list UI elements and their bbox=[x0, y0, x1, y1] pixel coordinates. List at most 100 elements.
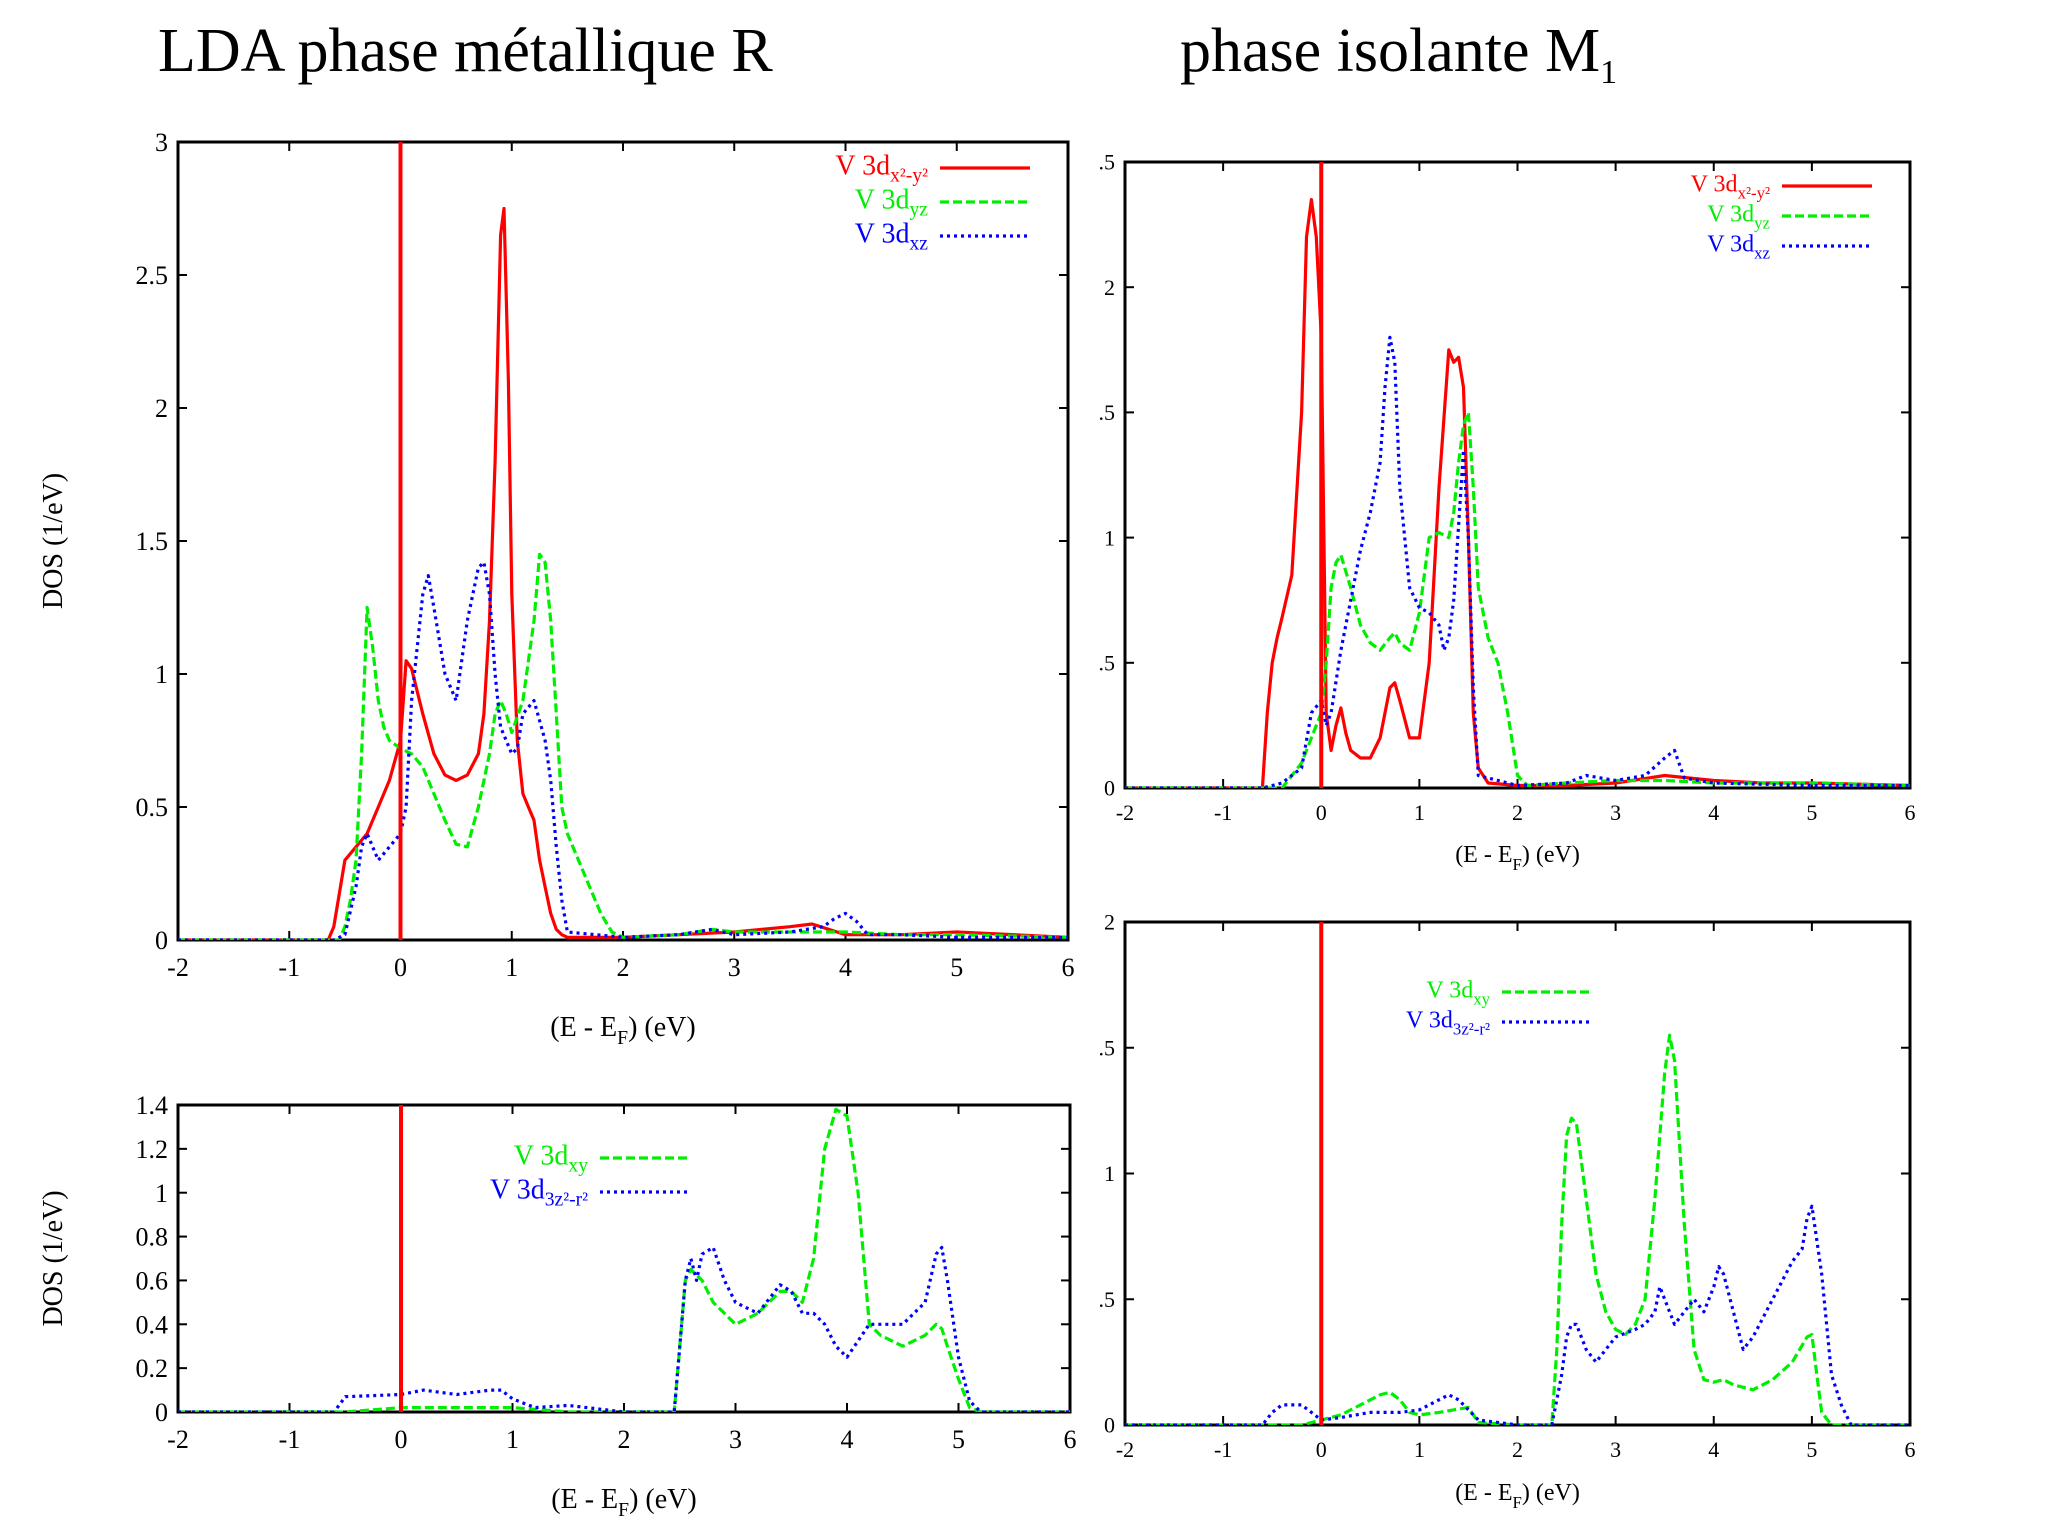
y-tick-label: 0 bbox=[1104, 1413, 1115, 1438]
series-line-green bbox=[178, 552, 1068, 940]
y-axis-label: DOS (1/eV) bbox=[38, 473, 69, 609]
x-tick-label: 2 bbox=[618, 1425, 631, 1454]
x-tick-label: 2 bbox=[1512, 1437, 1523, 1462]
x-axis-label: (E - EF) (eV) bbox=[551, 1484, 696, 1521]
legend-label: V 3dx²-y² bbox=[1691, 172, 1770, 203]
y-tick-label: 1 bbox=[1104, 1161, 1115, 1186]
y-tick-label: 0.6 bbox=[136, 1267, 169, 1296]
plot-frame bbox=[1123, 160, 1912, 790]
y-tick-label: 2 bbox=[1104, 275, 1115, 300]
y-tick-label: 1.5 bbox=[136, 527, 169, 556]
y-tick-label: 0 bbox=[1104, 776, 1115, 801]
x-tick-label: -1 bbox=[278, 953, 300, 982]
y-tick-label: .5 bbox=[1099, 400, 1116, 425]
x-tick-label: 1 bbox=[1414, 800, 1425, 825]
x-tick-label: 3 bbox=[1610, 1437, 1621, 1462]
title-left: LDA phase métallique R bbox=[158, 20, 773, 82]
y-tick-label: 1 bbox=[155, 660, 168, 689]
legend-label: V 3dxz bbox=[1707, 232, 1770, 263]
x-tick-label: 6 bbox=[1062, 953, 1075, 982]
series-line-green bbox=[1125, 410, 1910, 788]
y-tick-label: 1 bbox=[1104, 525, 1115, 550]
x-tick-label: -2 bbox=[1116, 1437, 1134, 1462]
chart-insul_top: -2 -1 0 1 2 3 4 5 6 0 .5 1 .5 2 .5 (E - EF) (eV) V 3dx²-… bbox=[1099, 150, 1916, 874]
x-tick-label: 4 bbox=[839, 953, 852, 982]
x-tick-label: 0 bbox=[1316, 800, 1327, 825]
x-tick-label: 2 bbox=[1512, 800, 1523, 825]
y-tick-label: 0.2 bbox=[136, 1354, 169, 1383]
plot-frame bbox=[1123, 920, 1912, 1427]
x-tick-label: 3 bbox=[728, 953, 741, 982]
x-tick-label: -2 bbox=[167, 953, 189, 982]
legend-label: V 3dx²-y² bbox=[835, 151, 928, 187]
legend-label: V 3dyz bbox=[855, 185, 929, 221]
y-axis-label: DOS (1/eV) bbox=[38, 1190, 69, 1326]
series-line-red bbox=[178, 206, 1068, 940]
x-tick-label: -1 bbox=[1214, 800, 1232, 825]
x-tick-label: 6 bbox=[1905, 800, 1916, 825]
title-right-subscript: 1 bbox=[1600, 54, 1618, 91]
y-tick-label: .5 bbox=[1099, 1287, 1116, 1312]
x-tick-label: 1 bbox=[505, 953, 518, 982]
x-tick-label: -1 bbox=[1214, 1437, 1232, 1462]
y-tick-label: .5 bbox=[1099, 651, 1116, 676]
y-tick-label: .5 bbox=[1099, 150, 1116, 175]
x-tick-label: 0 bbox=[395, 1425, 408, 1454]
chart-metal_bottom: -2 -1 0 1 2 3 4 5 6 0 0.2 0.4 0.6 0.8 1 1.2 1.4 (E - EF) … bbox=[38, 1091, 1077, 1521]
x-tick-label: 6 bbox=[1064, 1425, 1077, 1454]
x-tick-label: 0 bbox=[394, 953, 407, 982]
x-axis-label: (E - EF) (eV) bbox=[1455, 842, 1580, 874]
series-line-blue bbox=[1125, 335, 1910, 788]
x-tick-label: 4 bbox=[1708, 1437, 1719, 1462]
y-tick-label: 1.2 bbox=[136, 1135, 169, 1164]
legend-label: V 3dxz bbox=[855, 219, 929, 255]
x-tick-label: 2 bbox=[617, 953, 630, 982]
legend-label: V 3d3z²-r² bbox=[1406, 1008, 1490, 1039]
x-tick-label: 3 bbox=[1610, 800, 1621, 825]
y-tick-label: 0.8 bbox=[136, 1223, 169, 1252]
plot-frame bbox=[176, 140, 1070, 942]
x-tick-label: 5 bbox=[952, 1425, 965, 1454]
x-tick-label: 5 bbox=[950, 953, 963, 982]
y-tick-label: 0.5 bbox=[136, 793, 169, 822]
title-right-text: phase isolante M bbox=[1180, 17, 1601, 85]
y-tick-label: 0 bbox=[155, 1398, 168, 1427]
title-left-text: LDA phase métallique R bbox=[158, 17, 773, 85]
y-tick-label: .5 bbox=[1099, 1035, 1116, 1060]
y-tick-label: 0 bbox=[155, 926, 168, 955]
y-tick-label: 2 bbox=[155, 394, 168, 423]
title-right: phase isolante M1 bbox=[1180, 20, 1617, 90]
x-axis-label: (E - EF) (eV) bbox=[1455, 1480, 1580, 1512]
legend-label: V 3dxy bbox=[514, 1141, 589, 1177]
x-tick-label: 1 bbox=[506, 1425, 519, 1454]
x-tick-label: 1 bbox=[1414, 1437, 1425, 1462]
x-tick-label: 5 bbox=[1806, 1437, 1817, 1462]
x-tick-label: -2 bbox=[167, 1425, 189, 1454]
legend-label: V 3dxy bbox=[1426, 978, 1490, 1009]
series-line-blue bbox=[178, 1245, 1070, 1412]
x-tick-label: -1 bbox=[279, 1425, 301, 1454]
series-line-blue bbox=[1125, 1204, 1910, 1425]
x-tick-label: -2 bbox=[1116, 800, 1134, 825]
y-tick-label: 3 bbox=[155, 128, 168, 157]
series-line-red bbox=[1125, 198, 1910, 788]
x-tick-label: 5 bbox=[1806, 800, 1817, 825]
series-line-blue bbox=[178, 560, 1068, 940]
legend-label: V 3dyz bbox=[1707, 202, 1770, 233]
y-tick-label: 0.4 bbox=[136, 1310, 169, 1339]
x-tick-label: 6 bbox=[1905, 1437, 1916, 1462]
x-tick-label: 4 bbox=[841, 1425, 854, 1454]
x-tick-label: 3 bbox=[729, 1425, 742, 1454]
y-tick-label: 1.4 bbox=[136, 1091, 169, 1120]
y-tick-label: 2.5 bbox=[136, 261, 169, 290]
y-tick-label: 1 bbox=[155, 1179, 168, 1208]
x-axis-label: (E - EF) (eV) bbox=[550, 1012, 695, 1049]
chart-metal_top: -2 -1 0 1 2 3 4 5 6 0 0.5 1 1.5 2 2.5 3 (E - EF) (eV) DOS… bbox=[38, 128, 1075, 1049]
x-tick-label: 0 bbox=[1316, 1437, 1327, 1462]
x-tick-label: 4 bbox=[1708, 800, 1719, 825]
legend-label: V 3d3z²-r² bbox=[490, 1175, 588, 1211]
y-tick-label: 2 bbox=[1104, 910, 1115, 935]
series-line-green bbox=[1125, 1033, 1910, 1425]
